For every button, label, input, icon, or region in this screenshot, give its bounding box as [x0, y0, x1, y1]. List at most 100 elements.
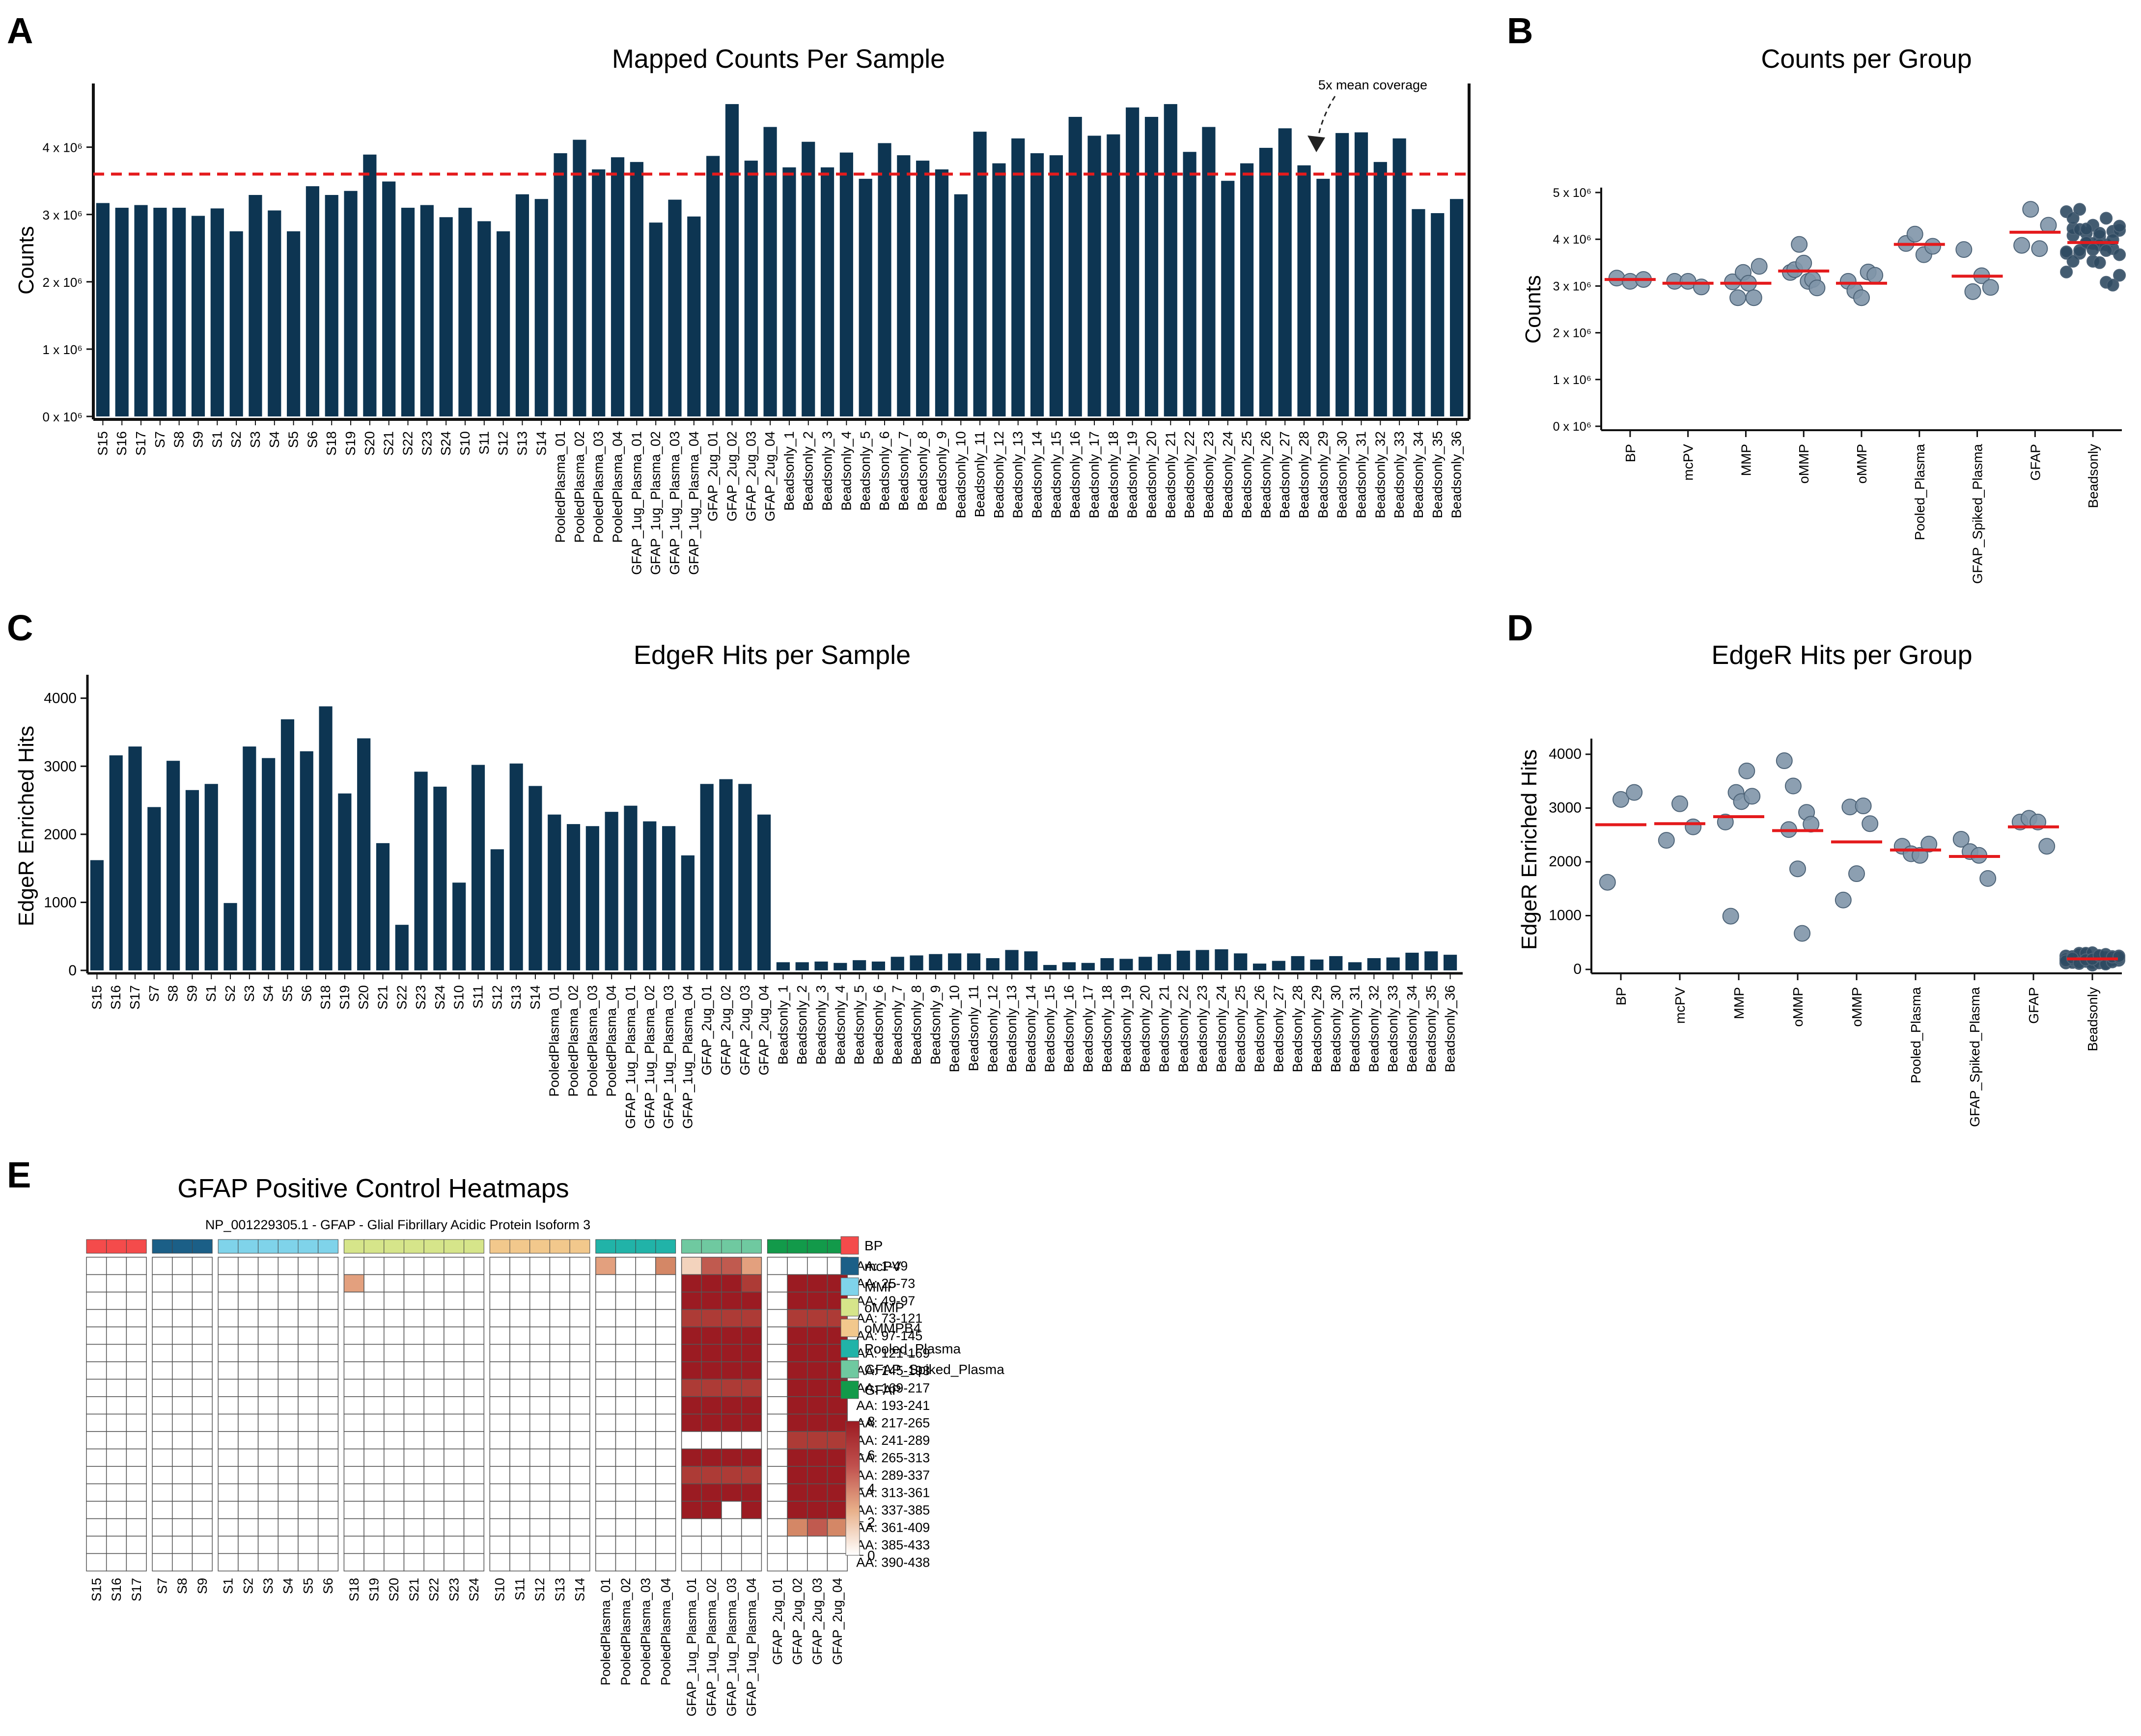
- heatmap-cell: [238, 1326, 259, 1345]
- heatmap-cell: [126, 1257, 147, 1275]
- heatmap-cell: [701, 1536, 722, 1554]
- heatmap-cell: [681, 1413, 702, 1432]
- bar-S13: [509, 763, 523, 970]
- bar-GFAP_2ug_03: [744, 161, 758, 416]
- bar-GFAP_1ug_Plasma_04: [681, 855, 695, 970]
- colorbar: [845, 1421, 860, 1556]
- legend-label: Pooled_Plasma: [864, 1341, 961, 1356]
- annotation-cell: [767, 1239, 788, 1254]
- heatmap-cell: [343, 1466, 364, 1485]
- heatmap-cell: [701, 1553, 722, 1571]
- heatmap-row-label: AA: 385-433: [856, 1538, 930, 1552]
- x-tick-label: Beadsonly_30: [1335, 431, 1350, 518]
- heatmap-cell: [463, 1448, 485, 1467]
- heatmap-cell: [298, 1431, 319, 1450]
- heatmap-cell: [827, 1483, 848, 1502]
- heatmap-cell: [569, 1536, 590, 1554]
- bar-S4: [262, 758, 276, 970]
- heatmap-cell: [172, 1518, 193, 1537]
- annotation-cell: [444, 1239, 465, 1254]
- heatmap-cell: [721, 1361, 742, 1380]
- heatmap-cell: [635, 1483, 656, 1502]
- heatmap-cell: [126, 1501, 147, 1519]
- heatmap-cell: [701, 1326, 722, 1345]
- annotation-cell: [172, 1239, 193, 1254]
- heatmap-cell: [741, 1309, 762, 1327]
- x-tick-label: mcPV: [1681, 444, 1696, 481]
- heatmap-cell: [569, 1501, 590, 1519]
- heatmap-cell: [615, 1378, 636, 1397]
- x-tick-label: oMMP: [1849, 987, 1864, 1027]
- bar-Beadsonly_8: [916, 161, 930, 416]
- bar-S16: [109, 755, 123, 970]
- annotation-cell: [278, 1239, 299, 1254]
- heatmap-row-label: AA: 241-289: [856, 1433, 930, 1448]
- x-tick-label: S16: [114, 431, 129, 456]
- heatmap-cell: [423, 1326, 445, 1345]
- bar-Beadsonly_9: [929, 954, 943, 970]
- x-tick-label: Beadsonly_25: [1239, 431, 1254, 518]
- heatmap-cell: [529, 1536, 551, 1554]
- x-tick-label: S10: [457, 431, 473, 456]
- heatmap-cell: [595, 1257, 616, 1275]
- heatmap-cell: [767, 1413, 788, 1432]
- heatmap-cell: [489, 1274, 510, 1293]
- heatmap-cell: [681, 1431, 702, 1450]
- legend-swatch: [840, 1360, 859, 1378]
- heatmap-cell: [363, 1483, 385, 1502]
- bar-Beadsonly_33: [1386, 957, 1400, 970]
- panel-c-ylabel: EdgeR Enriched Hits: [14, 726, 38, 926]
- x-tick-label: PooledPlasma_03: [584, 985, 600, 1097]
- x-tick-label: Beadsonly_14: [1029, 431, 1045, 518]
- heatmap-cell: [172, 1501, 193, 1519]
- bar-Beadsonly_17: [1081, 963, 1095, 970]
- heatmap-cell: [343, 1431, 364, 1450]
- heatmap-cell: [529, 1396, 551, 1415]
- heatmap-cell: [218, 1361, 239, 1380]
- bar-S7: [153, 208, 167, 416]
- heatmap-cell: [595, 1518, 616, 1537]
- heatmap-cell: [595, 1536, 616, 1554]
- heatmap-cell: [807, 1413, 828, 1432]
- heatmap-cell: [444, 1413, 465, 1432]
- heatmap-row-label: AA: 193-241: [856, 1398, 930, 1413]
- heatmap-cell: [172, 1344, 193, 1362]
- heatmap-cell: [192, 1257, 213, 1275]
- x-tick-label: Beadsonly_13: [1010, 431, 1026, 518]
- heatmap-cell: [767, 1431, 788, 1450]
- bar-S13: [515, 194, 529, 416]
- y-tick-label: 0: [1573, 961, 1582, 977]
- heatmap-cell: [172, 1553, 193, 1571]
- heatmap-cell: [569, 1431, 590, 1450]
- x-tick-label: Beadsonly_17: [1080, 985, 1095, 1072]
- heatmap-cell: [106, 1483, 127, 1502]
- heatmap-cell: [787, 1292, 808, 1310]
- heatmap-cell: [489, 1518, 510, 1537]
- heatmap-cell: [681, 1448, 702, 1467]
- heatmap-cell: [257, 1413, 279, 1432]
- x-tick-label: S19: [343, 431, 358, 456]
- heatmap-cell: [615, 1344, 636, 1362]
- heatmap-cell: [218, 1431, 239, 1450]
- heatmap-cell: [463, 1257, 485, 1275]
- annotation-cell: [787, 1239, 808, 1254]
- bar-Beadsonly_21: [1164, 104, 1177, 416]
- bar-Beadsonly_32: [1373, 162, 1387, 416]
- heatmap-cell: [615, 1361, 636, 1380]
- bar-GFAP_1ug_Plasma_02: [649, 222, 663, 416]
- x-tick-label: Beadsonly_1: [781, 431, 797, 511]
- annotation-arrow-shaft: [1316, 96, 1336, 142]
- heatmap-cell: [257, 1344, 279, 1362]
- data-point: [1924, 238, 1941, 255]
- bar-S23: [414, 772, 428, 970]
- heatmap-cell: [635, 1466, 656, 1485]
- heatmap-cell: [172, 1483, 193, 1502]
- heatmap-cell: [152, 1431, 173, 1450]
- heatmap-cell: [126, 1553, 147, 1571]
- heatmap-cell: [635, 1344, 656, 1362]
- heatmap-cell: [218, 1466, 239, 1485]
- heatmap-cell: [218, 1553, 239, 1571]
- heatmap-cell: [423, 1344, 445, 1362]
- heatmap-cell: [152, 1378, 173, 1397]
- bar-S12: [490, 849, 504, 970]
